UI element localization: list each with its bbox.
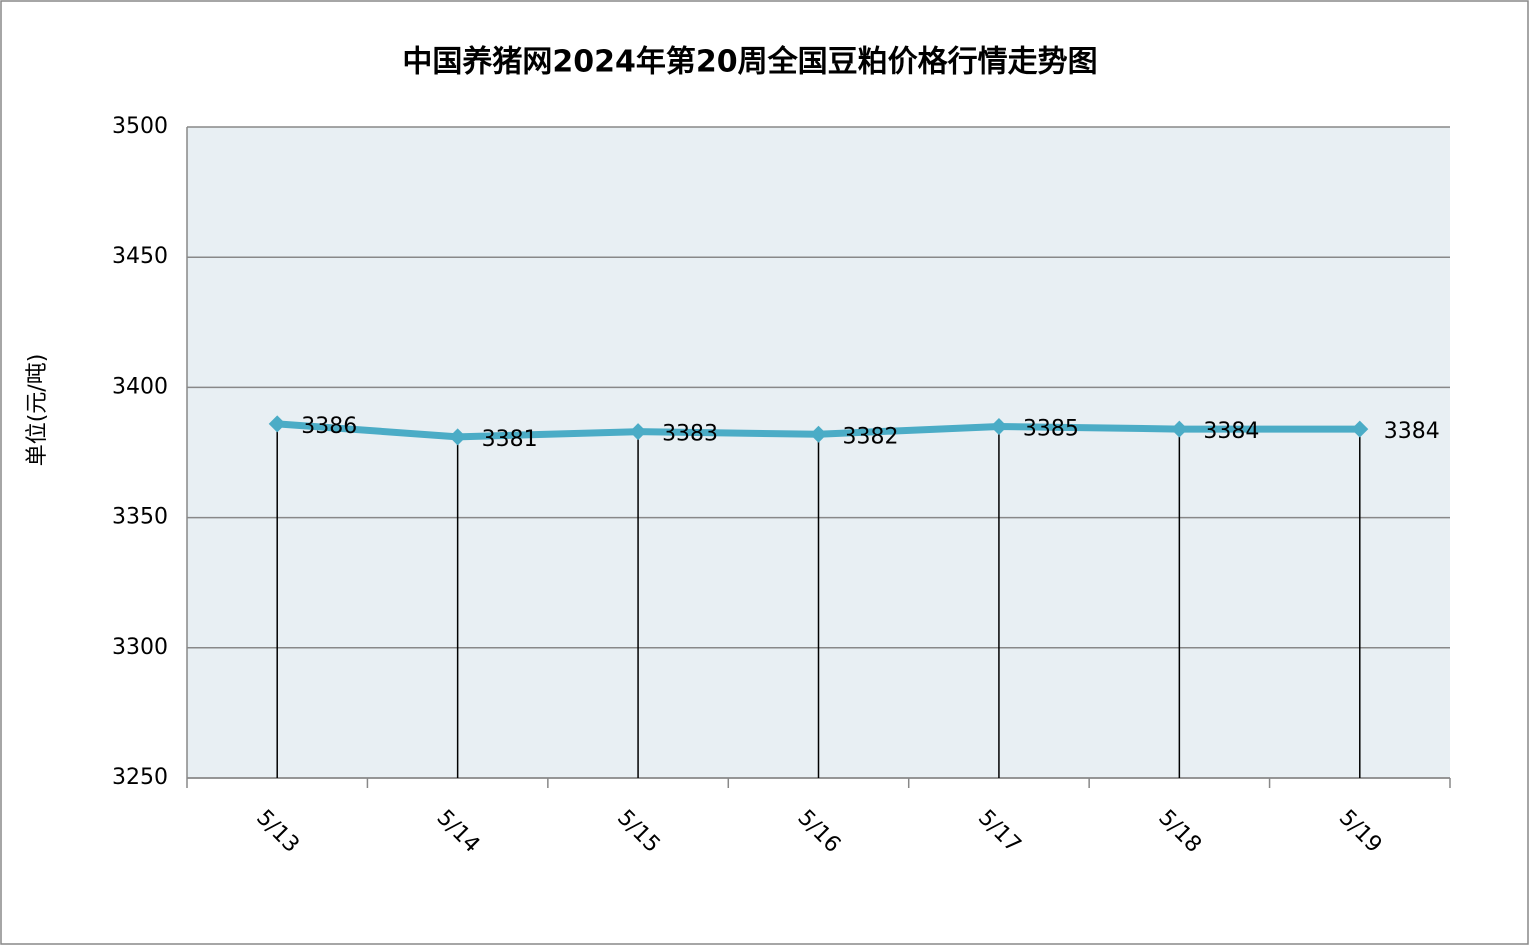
data-label: 3384 (1203, 419, 1259, 444)
data-label: 3383 (662, 422, 718, 447)
y-tick-label: 3350 (112, 505, 168, 530)
data-label: 3386 (301, 414, 357, 439)
data-label: 3382 (843, 424, 899, 449)
point-marker (990, 417, 1008, 435)
y-tick-label: 3250 (112, 765, 168, 790)
y-tick-label: 3500 (112, 114, 168, 139)
point-marker (629, 423, 647, 441)
point-marker (268, 415, 286, 433)
y-tick-label: 3400 (112, 374, 168, 399)
y-tick-label: 3300 (112, 635, 168, 660)
chart-title: 中国养猪网2024年第20周全国豆粕价格行情走势图 (402, 45, 1097, 80)
data-label: 3381 (482, 427, 538, 452)
y-axis-label: 单位(元/吨) (25, 354, 50, 467)
point-marker (449, 428, 467, 446)
y-tick-label: 3450 (112, 244, 168, 269)
point-marker (810, 425, 827, 443)
data-label: 3385 (1023, 416, 1079, 441)
data-label: 3384 (1384, 419, 1440, 444)
